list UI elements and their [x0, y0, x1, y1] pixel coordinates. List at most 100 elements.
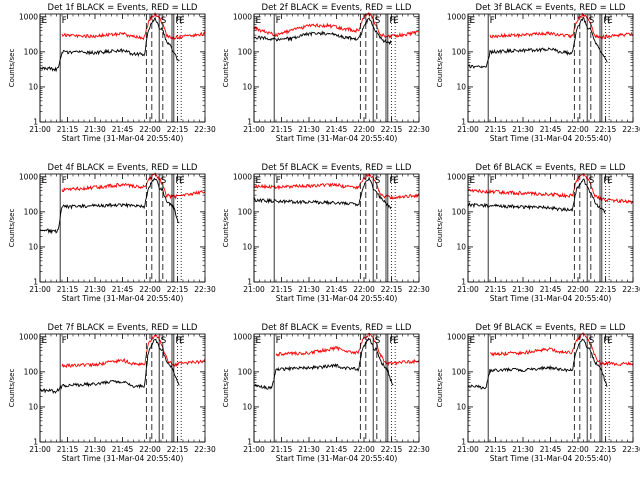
x-tick-label: 21:30	[512, 285, 534, 294]
marker-label: F	[62, 16, 67, 26]
x-axis-label: Start Time (31-Mar-04 20:55:40)	[62, 454, 184, 463]
series-line-events	[467, 16, 608, 70]
series-line-lld	[489, 13, 634, 40]
x-axis-label: Start Time (31-Mar-04 20:55:40)	[276, 134, 398, 143]
x-tick-label: 21:15	[485, 125, 507, 134]
x-axis-label: Start Time (31-Mar-04 20:55:40)	[62, 134, 184, 143]
y-tick-label: 10	[28, 82, 38, 91]
y-axis-label: Counts/sec	[222, 369, 230, 408]
marker-label: E	[607, 176, 613, 186]
x-tick-label: 21:00	[29, 445, 51, 454]
marker-label: S	[589, 16, 595, 26]
y-tick-label: 1	[33, 438, 38, 447]
x-tick-label: 21:45	[326, 125, 348, 134]
x-tick-label: 21:45	[112, 285, 134, 294]
marker-label: S	[375, 176, 381, 186]
x-axis-label: Start Time (31-Mar-04 20:55:40)	[276, 294, 398, 303]
series-line-events	[39, 16, 180, 73]
x-tick-label: 21:00	[29, 125, 51, 134]
x-tick-label: 21:45	[540, 445, 562, 454]
marker-label: F	[62, 336, 67, 346]
marker-label: F	[490, 16, 495, 26]
x-tick-label: 21:00	[457, 445, 479, 454]
y-tick-label: 1	[247, 278, 252, 287]
x-tick-label: 21:30	[84, 445, 106, 454]
marker-label: E	[256, 16, 262, 26]
y-tick-label: 10	[242, 402, 252, 411]
marker-label: E	[393, 16, 399, 26]
y-axis-label: Counts/sec	[8, 49, 16, 88]
series-line-events	[467, 338, 608, 390]
series-line-events	[253, 337, 394, 390]
x-tick-label: 22:00	[567, 445, 589, 454]
marker-label: F	[175, 176, 180, 186]
y-tick-label: 1000	[233, 12, 252, 21]
x-tick-label: 21:30	[84, 285, 106, 294]
x-tick-label: 22:30	[408, 285, 430, 294]
y-tick-label: 1000	[447, 172, 466, 181]
x-tick-label: 22:00	[139, 285, 161, 294]
panel-title: Det 2f BLACK = Events, RED = LLD	[262, 3, 412, 13]
y-tick-label: 100	[238, 47, 253, 56]
x-tick-label: 22:00	[353, 445, 375, 454]
x-tick-label: 21:00	[457, 125, 479, 134]
x-tick-label: 22:30	[194, 285, 216, 294]
panel-title: Det 6f BLACK = Events, RED = LLD	[476, 163, 626, 173]
y-tick-label: 100	[452, 367, 467, 376]
marker-label: F	[175, 336, 180, 346]
y-axis-label: Counts/sec	[222, 209, 230, 248]
plot-frame	[253, 13, 420, 123]
x-tick-label: 21:15	[57, 125, 79, 134]
x-tick-label: 21:00	[243, 285, 265, 294]
x-tick-label: 22:30	[408, 125, 430, 134]
x-tick-label: 22:15	[595, 445, 617, 454]
x-tick-label: 22:30	[194, 445, 216, 454]
marker-label: E	[256, 336, 262, 346]
x-tick-label: 22:00	[567, 285, 589, 294]
plot-frame	[253, 333, 420, 443]
x-tick-label: 21:45	[540, 285, 562, 294]
plot-frame	[39, 13, 206, 123]
x-tick-label: 21:45	[112, 445, 134, 454]
y-tick-label: 100	[238, 367, 253, 376]
x-axis-label: Start Time (31-Mar-04 20:55:40)	[490, 454, 612, 463]
x-tick-label: 22:15	[595, 125, 617, 134]
marker-label: E	[607, 336, 613, 346]
marker-label: F	[389, 336, 394, 346]
y-tick-label: 10	[242, 242, 252, 251]
marker-label: S	[161, 336, 167, 346]
plot-frame	[39, 333, 206, 443]
marker-label: S	[375, 16, 381, 26]
x-tick-label: 21:15	[57, 445, 79, 454]
x-tick-label: 21:30	[298, 285, 320, 294]
x-tick-label: 22:15	[167, 285, 189, 294]
x-axis-label: Start Time (31-Mar-04 20:55:40)	[62, 294, 184, 303]
y-tick-label: 10	[28, 402, 38, 411]
x-tick-label: 21:00	[457, 285, 479, 294]
x-tick-label: 22:30	[194, 125, 216, 134]
y-tick-label: 100	[24, 47, 39, 56]
y-tick-label: 10	[456, 402, 466, 411]
y-tick-label: 1000	[447, 12, 466, 21]
marker-label: E	[42, 176, 48, 186]
marker-label: E	[393, 176, 399, 186]
series-line-lld	[467, 173, 634, 205]
panel-title: Det 9f BLACK = Events, RED = LLD	[476, 323, 626, 333]
marker-label: E	[470, 16, 476, 26]
series-line-lld	[61, 172, 206, 200]
y-tick-label: 1000	[233, 332, 252, 341]
marker-label: E	[42, 16, 48, 26]
y-axis-label: Counts/sec	[222, 49, 230, 88]
series-line-lld	[61, 334, 206, 369]
y-tick-label: 1000	[19, 172, 38, 181]
y-tick-label: 100	[452, 207, 467, 216]
plot-frame	[253, 173, 420, 283]
y-axis-label: Counts/sec	[8, 209, 16, 248]
y-tick-label: 1000	[19, 12, 38, 21]
y-tick-label: 10	[242, 82, 252, 91]
series-line-lld	[253, 172, 420, 200]
